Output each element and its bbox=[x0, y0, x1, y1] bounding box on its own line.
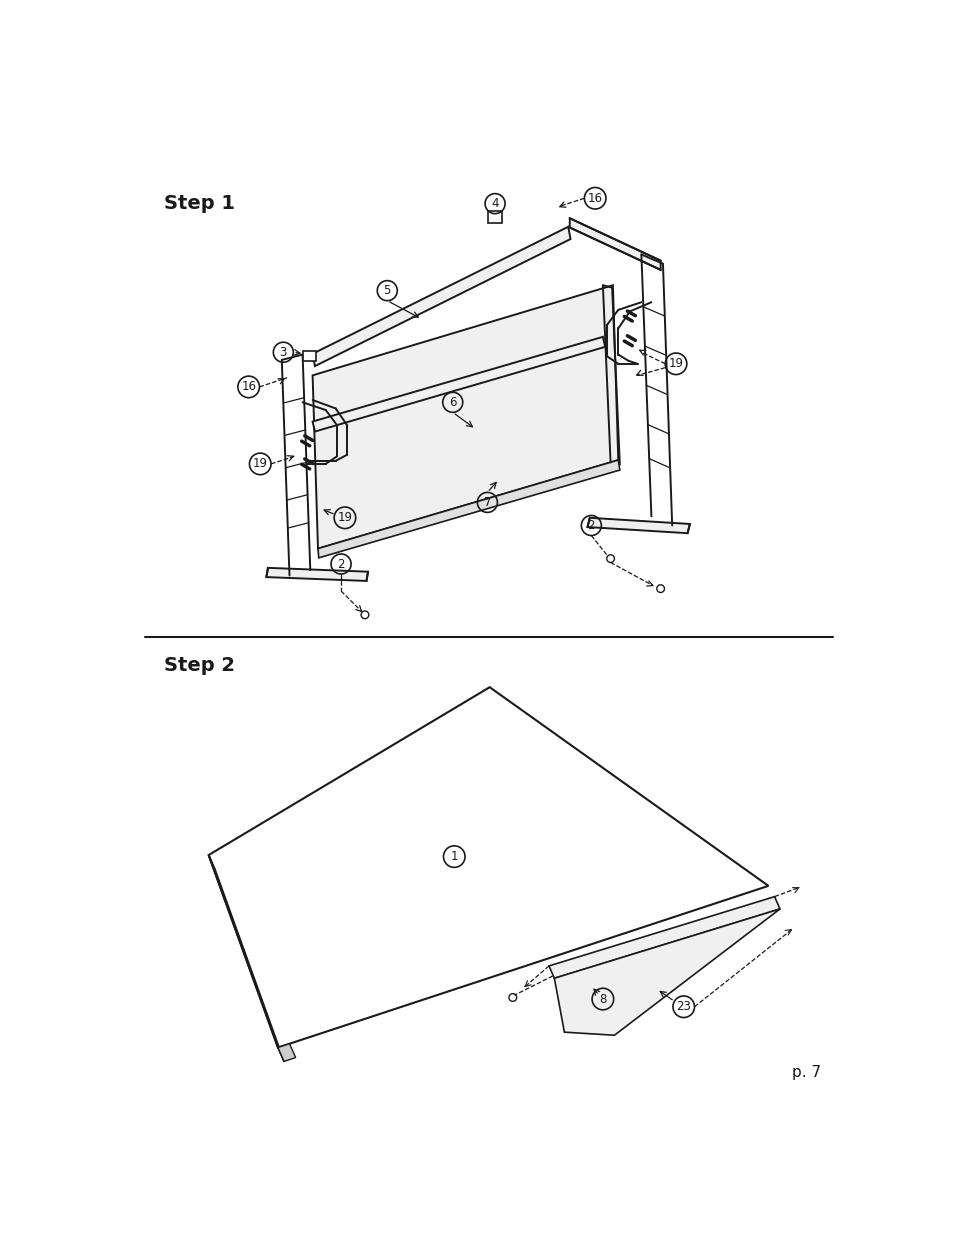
Text: 19: 19 bbox=[337, 511, 352, 525]
Polygon shape bbox=[209, 687, 767, 1047]
Polygon shape bbox=[277, 1044, 295, 1061]
Text: 7: 7 bbox=[483, 496, 491, 509]
Text: Step 1: Step 1 bbox=[164, 194, 234, 214]
Polygon shape bbox=[317, 461, 619, 558]
Text: 16: 16 bbox=[241, 380, 256, 394]
Text: 16: 16 bbox=[587, 191, 602, 205]
Text: 5: 5 bbox=[383, 284, 391, 298]
Text: 19: 19 bbox=[253, 457, 268, 471]
Polygon shape bbox=[554, 909, 780, 1035]
Text: 8: 8 bbox=[598, 993, 606, 1005]
Text: 19: 19 bbox=[668, 357, 682, 370]
Text: 4: 4 bbox=[491, 198, 498, 210]
Polygon shape bbox=[587, 517, 689, 534]
Polygon shape bbox=[548, 897, 780, 978]
Polygon shape bbox=[266, 568, 368, 580]
Text: p. 7: p. 7 bbox=[791, 1065, 820, 1079]
Bar bbox=[303, 351, 315, 362]
Polygon shape bbox=[313, 337, 604, 431]
Text: 2: 2 bbox=[587, 519, 595, 532]
Polygon shape bbox=[569, 219, 659, 270]
Text: 2: 2 bbox=[337, 557, 344, 571]
Polygon shape bbox=[313, 285, 618, 548]
Polygon shape bbox=[209, 855, 284, 1061]
Text: 23: 23 bbox=[676, 1000, 690, 1013]
Text: 6: 6 bbox=[449, 395, 456, 409]
Text: 1: 1 bbox=[450, 850, 457, 863]
Text: 3: 3 bbox=[279, 346, 287, 358]
Polygon shape bbox=[313, 227, 570, 366]
Text: Step 2: Step 2 bbox=[164, 656, 234, 676]
Bar bbox=[488, 211, 501, 222]
